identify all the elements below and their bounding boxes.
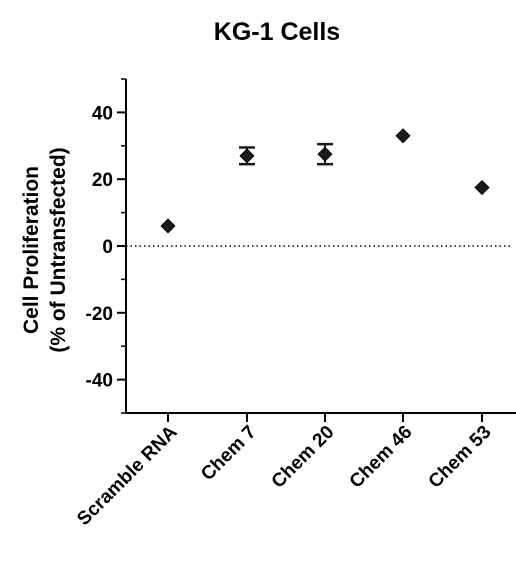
x-tick-label: Chem 53 (425, 422, 496, 493)
data-point-diamond (239, 148, 255, 164)
x-tick-label: Chem 7 (197, 422, 260, 485)
x-tick-label: Chem 20 (268, 422, 339, 493)
y-axis-label-line-2: (% of Untransfected) (47, 147, 70, 352)
data-point-diamond (160, 218, 176, 234)
y-tick-label: -20 (86, 304, 113, 325)
x-tick-label: Chem 46 (346, 422, 417, 493)
y-axis-label-line-1: Cell Proliferation (20, 166, 43, 334)
data-point-diamond (395, 128, 411, 144)
chart-title: KG-1 Cells (214, 18, 340, 46)
data-point-diamond (474, 179, 490, 196)
y-tick-label: 20 (92, 170, 113, 191)
y-tick-label: 40 (92, 103, 113, 124)
x-tick-label: Scramble RNA (73, 421, 181, 529)
y-tick-label: 0 (102, 237, 113, 258)
y-tick-label: -40 (86, 371, 113, 392)
data-point-diamond (317, 146, 333, 162)
